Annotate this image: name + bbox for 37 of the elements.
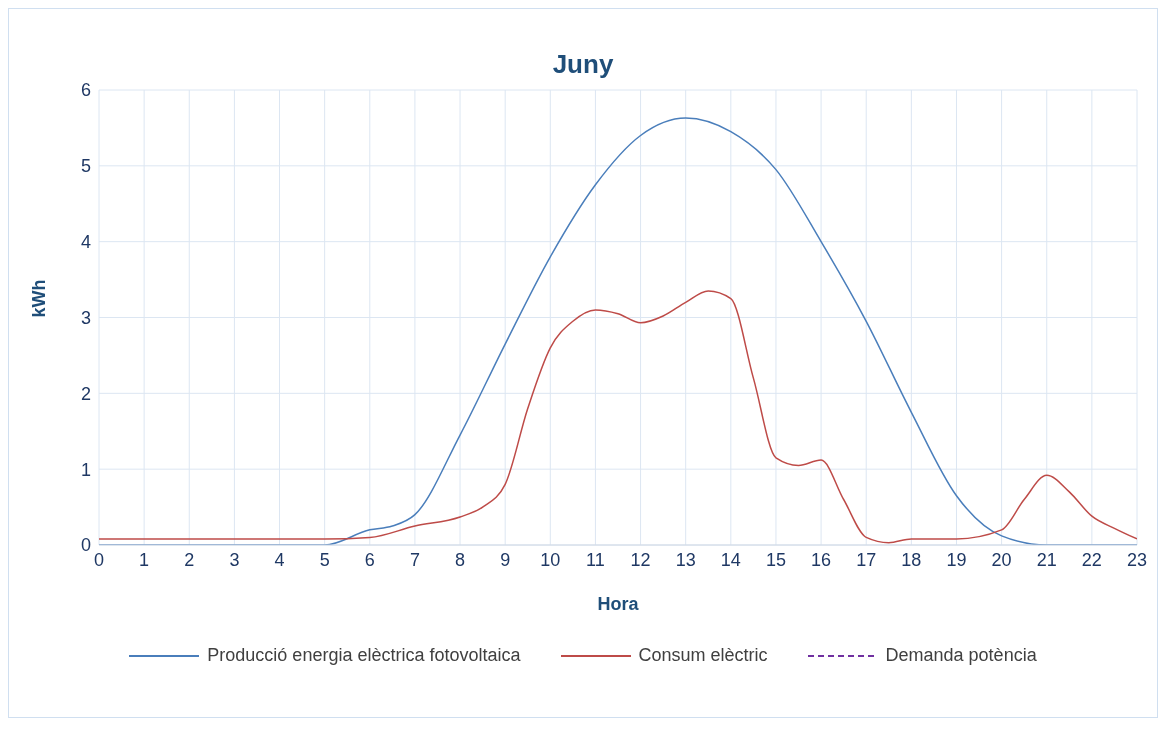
x-axis-title: Hora <box>597 594 640 614</box>
x-tick-label: 20 <box>991 549 1012 570</box>
x-tick-label: 13 <box>675 549 696 570</box>
y-tick-label: 0 <box>80 535 91 556</box>
x-tick-label: 9 <box>500 549 511 570</box>
x-tick-label: 1 <box>139 549 150 570</box>
legend-label: Producció energia elèctrica fotovoltaica <box>207 645 521 666</box>
chart-title: Juny <box>551 48 615 80</box>
x-tick-label: 0 <box>93 549 105 570</box>
y-tick-label: 6 <box>80 80 91 101</box>
x-tick-label: 3 <box>229 549 240 570</box>
y-tick-label: 4 <box>80 232 91 253</box>
x-tick-label: 12 <box>630 549 651 570</box>
x-tick-label: 17 <box>856 549 877 570</box>
x-tick-label: 10 <box>540 549 561 570</box>
x-tick-label: 8 <box>455 549 466 570</box>
x-tick-label: 16 <box>811 549 832 570</box>
x-tick-label: 14 <box>720 549 741 570</box>
x-tick-label: 23 <box>1126 549 1148 570</box>
x-tick-label: 4 <box>274 549 285 570</box>
x-tick-label: 11 <box>586 549 605 570</box>
x-tick-label: 7 <box>409 549 420 570</box>
x-tick-label: 6 <box>364 549 375 570</box>
y-axis-title: kWh <box>29 279 50 318</box>
legend-label: Demanda potència <box>885 645 1037 666</box>
y-tick-label: 5 <box>80 156 91 177</box>
x-tick-label: 5 <box>319 549 330 570</box>
x-tick-label: 22 <box>1081 549 1102 570</box>
y-tick-label: 3 <box>80 307 91 328</box>
x-tick-label: 2 <box>184 549 195 570</box>
x-tick-label: 18 <box>901 549 922 570</box>
x-tick-label: 15 <box>765 549 786 570</box>
x-tick-label: 19 <box>946 549 967 570</box>
y-tick-label: 1 <box>80 459 91 480</box>
legend-label: Consum elèctric <box>638 645 768 666</box>
x-tick-label: 21 <box>1036 549 1057 570</box>
y-tick-label: 2 <box>80 383 91 404</box>
